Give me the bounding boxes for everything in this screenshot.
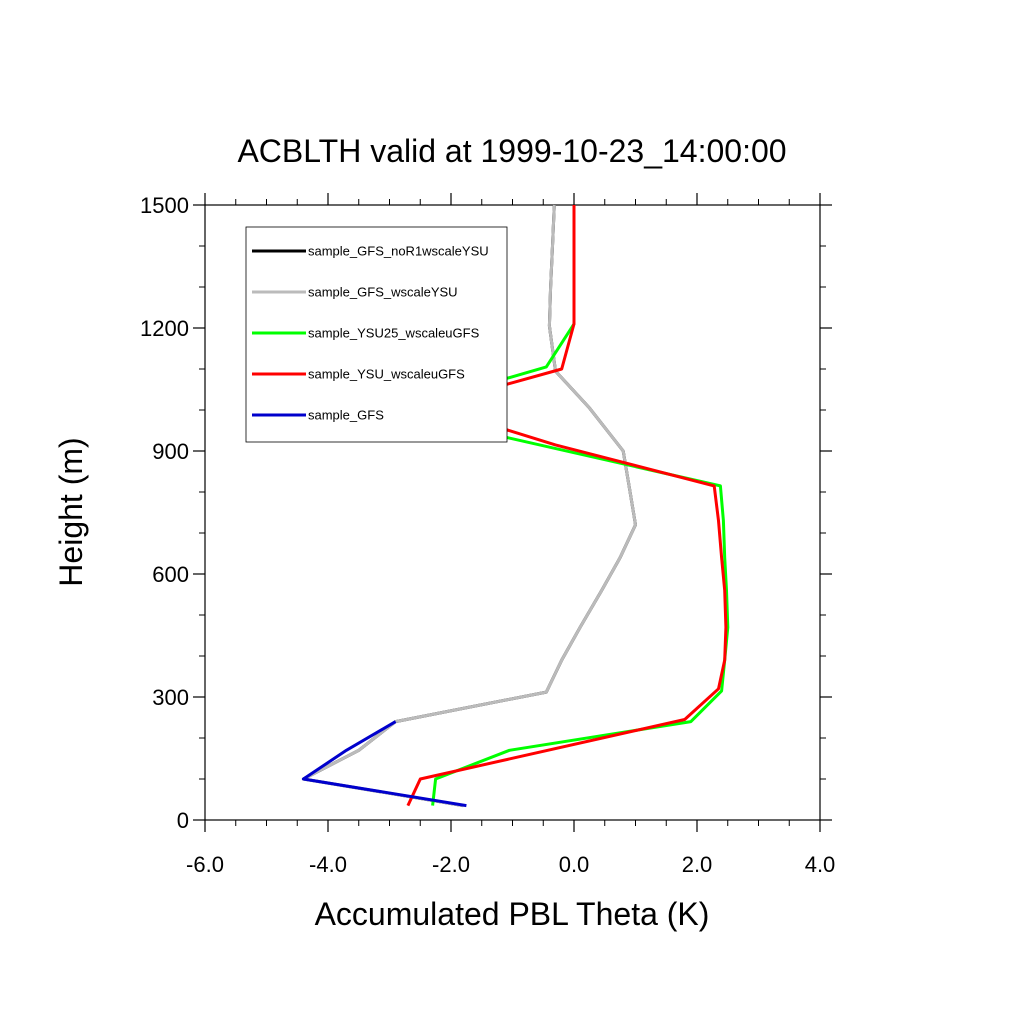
legend-entry-label: sample_GFS xyxy=(308,408,384,423)
chart-title: ACBLTH valid at 1999-10-23_14:00:00 xyxy=(237,133,786,169)
legend-entry-label: sample_GFS_noR1wscaleYSU xyxy=(308,244,489,259)
y-tick-label: 300 xyxy=(152,685,189,710)
legend-entry-label: sample_YSU_wscaleuGFS xyxy=(308,367,465,382)
legend-entry-label: sample_GFS_wscaleYSU xyxy=(308,285,458,300)
x-axis-label: Accumulated PBL Theta (K) xyxy=(315,896,710,932)
legend: sample_GFS_noR1wscaleYSU sample_GFS_wscal… xyxy=(245,226,508,443)
y-tick-label: 900 xyxy=(152,439,189,464)
y-axis-label: Height (m) xyxy=(53,437,89,586)
y-tick-label: 600 xyxy=(152,562,189,587)
series-line-4 xyxy=(406,205,728,807)
x-tick-label: 2.0 xyxy=(682,852,713,877)
x-tick-label: -4.0 xyxy=(309,852,347,877)
y-tick-label: 1500 xyxy=(140,193,189,218)
x-tick-label: -6.0 xyxy=(186,852,224,877)
series-line-5 xyxy=(301,720,467,808)
series-layer xyxy=(301,204,730,808)
x-tick-label: 0.0 xyxy=(559,852,590,877)
x-tick-label: 4.0 xyxy=(805,852,836,877)
x-tick-label: -2.0 xyxy=(432,852,470,877)
axes: -6.0 -4.0 -2.0 0.0 2.0 4.0 0 300 600 900 1200 1500 xyxy=(140,193,835,877)
y-tick-label: 1200 xyxy=(140,316,189,341)
legend-entry-label: sample_YSU25_wscaleuGFS xyxy=(308,326,480,341)
y-tick-label: 0 xyxy=(177,808,189,833)
